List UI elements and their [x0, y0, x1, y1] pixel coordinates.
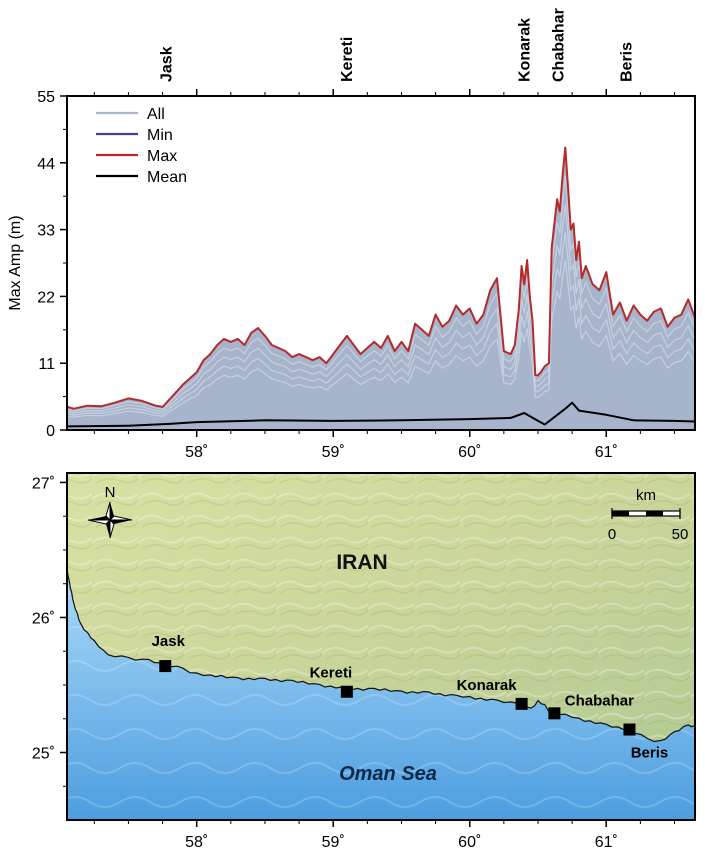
top-place-label: Konarak: [516, 18, 533, 82]
y-tick-label: 11: [38, 356, 55, 373]
x-tick-label: 61˚: [595, 444, 618, 461]
y-tick-label: 44: [37, 156, 55, 173]
top-place-label: Kereti: [339, 37, 356, 82]
all-runs-band: [67, 147, 695, 430]
y-tick-label: 22: [37, 289, 55, 306]
place-label: Jask: [152, 633, 186, 650]
place-label: Kereti: [310, 665, 353, 682]
scale-bar: [611, 508, 681, 519]
scale-unit: km: [636, 487, 656, 504]
map-panel: 58˚ 59˚ 60˚ 61˚ 25˚ 26˚ 27˚ Jask Kereti Konarak C…: [32, 472, 696, 850]
all-run-line: [67, 204, 695, 414]
legend: All Min Max Mean: [96, 106, 187, 186]
x-tick-label: 59˚: [322, 444, 345, 461]
y-tick-label: 33: [37, 223, 55, 240]
north-label: N: [105, 484, 116, 501]
x-tick-label: 60˚: [458, 444, 481, 461]
top-place-label: Chabahar: [551, 8, 568, 82]
all-run-line: [67, 175, 695, 412]
y-tick-label: 0: [46, 423, 55, 440]
coastline: [67, 568, 695, 743]
all-run-line: [67, 260, 695, 418]
place-marker: [548, 707, 561, 720]
region-label: IRAN: [336, 551, 387, 574]
top-place-label: Jask: [159, 46, 176, 82]
mean-series-line: [67, 401, 695, 428]
all-runs-lines: [67, 175, 695, 418]
map-x-tick-label: 58˚: [185, 834, 208, 850]
map-places: Jask Kereti Konarak Chabahar Beris: [152, 633, 669, 761]
place-marker: [623, 723, 636, 736]
place-marker: [515, 697, 528, 710]
legend-label: Min: [147, 127, 173, 144]
place-marker: [340, 685, 353, 698]
legend-label: All: [147, 106, 165, 123]
map-x-tick-label: 60˚: [458, 834, 481, 850]
all-run-line: [67, 232, 695, 416]
map-x-tick-label: 59˚: [322, 834, 345, 850]
legend-label: Max: [147, 148, 177, 165]
y-axis-label: Max Amp (m): [7, 215, 24, 310]
place-label: Chabahar: [565, 692, 634, 709]
map-y-tick-label: 27˚: [32, 475, 55, 492]
legend-label: Mean: [147, 169, 187, 186]
y-tick-label: 55: [37, 89, 55, 106]
place-label: Beris: [631, 745, 669, 762]
map-y-tick-label: 25˚: [32, 745, 55, 762]
x-tick-label: 58˚: [185, 444, 208, 461]
map-y-tick-label: 26˚: [32, 610, 55, 627]
top-place-label: Beris: [619, 42, 636, 82]
place-label: Konarak: [457, 677, 518, 694]
scale-start: 0: [608, 526, 616, 543]
place-marker: [159, 660, 172, 673]
top-place-labels: Jask Kereti Konarak Chabahar Beris: [159, 8, 636, 82]
top-axes: 0 11 22 33 44 55 58˚ 59˚ 60˚ 61˚: [37, 89, 676, 461]
map-frame: [66, 472, 696, 821]
north-arrow-icon: [87, 501, 133, 539]
map-axes: 58˚ 59˚ 60˚ 61˚ 25˚ 26˚ 27˚: [32, 475, 676, 850]
amplitude-chart: Jask Kereti Konarak Chabahar Beris 0 11 22 33 44…: [7, 8, 696, 461]
map-x-tick-label: 61˚: [595, 834, 618, 850]
land-relief: [67, 473, 695, 742]
max-series-line: [67, 146, 695, 410]
scale-end: 50: [672, 526, 689, 543]
sea-label: Oman Sea: [339, 763, 437, 785]
